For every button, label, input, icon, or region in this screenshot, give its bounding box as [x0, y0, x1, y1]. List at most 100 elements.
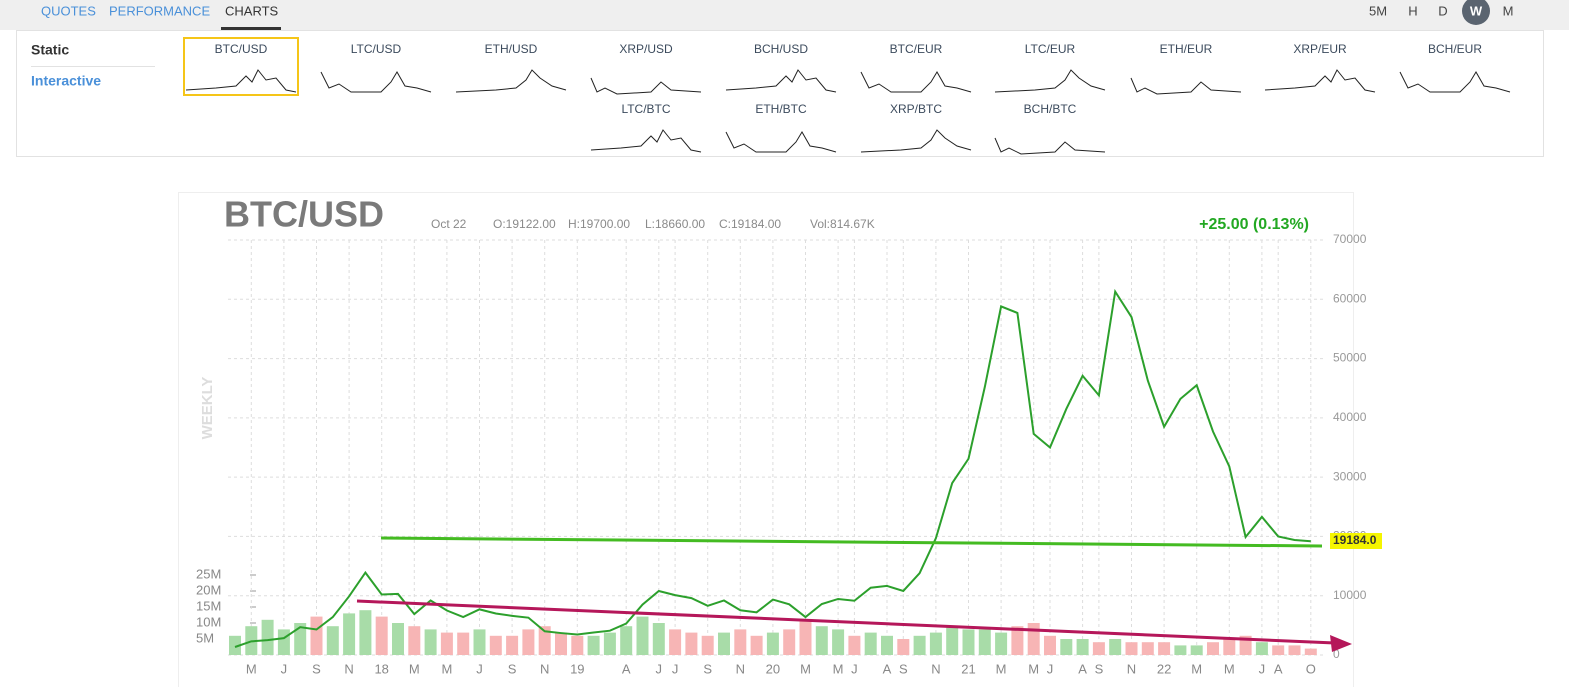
thumb-label[interactable]: ETH/EUR [1160, 42, 1213, 56]
volume-bar [457, 632, 470, 655]
info-high: H:19700.00 [568, 217, 630, 231]
x-tick-label: J [1047, 661, 1054, 676]
volume-bar [1304, 648, 1317, 655]
y2-tick-label: 10M [196, 614, 221, 629]
tab-active[interactable]: CHARTS [225, 3, 279, 18]
y-tick-label: 0 [1333, 647, 1340, 661]
volume-bar [913, 635, 926, 655]
sparkline [860, 129, 972, 153]
y-tick-label: 60000 [1333, 291, 1367, 305]
chart-title: BTC/USD [224, 194, 384, 235]
y-tick-label: 70000 [1333, 232, 1367, 246]
thumb-label[interactable]: BCH/USD [754, 42, 808, 56]
volume-bar [506, 635, 519, 655]
x-tick-label: S [312, 661, 321, 676]
x-tick-label: A [1078, 661, 1087, 676]
x-tick-label: 21 [961, 661, 975, 676]
y2-tick-label: 15M [196, 598, 221, 613]
sparkline [1399, 71, 1511, 93]
volume-bar [359, 610, 372, 655]
volume-bar [815, 626, 828, 655]
sidebar-item[interactable]: Interactive [31, 73, 101, 89]
thumb-label[interactable]: ETH/USD [485, 42, 538, 56]
volume-bar [881, 635, 893, 655]
timeframe[interactable]: H [1408, 3, 1417, 18]
volume-bar [652, 623, 665, 655]
volume-bar [229, 635, 241, 655]
x-tick-label: S [703, 661, 712, 676]
volume-bar [587, 635, 600, 655]
volume-bar [522, 629, 535, 655]
volume-bar [636, 616, 649, 655]
volume-bar [571, 635, 584, 655]
period-label: WEEKLY [199, 377, 216, 440]
volume-bar [734, 629, 747, 655]
volume-bar [1141, 642, 1154, 655]
info-low: L:18660.00 [645, 217, 705, 231]
last-price-bg [1330, 533, 1382, 549]
sidebar-item[interactable]: Static [31, 42, 69, 58]
volume-bar [1190, 645, 1203, 655]
volume-bar [750, 635, 763, 655]
volume-bar [799, 619, 812, 655]
x-tick-label: A [622, 661, 631, 676]
chart-frame [178, 192, 1354, 692]
x-tick-label: M [800, 661, 811, 676]
tab[interactable]: QUOTES [41, 3, 96, 18]
tab[interactable]: PERFORMANCE [109, 3, 210, 18]
sparkline [590, 77, 702, 95]
x-tick-label: M [246, 661, 257, 676]
x-tick-label: N [736, 661, 745, 676]
volume-bar [978, 629, 991, 655]
sparkline [860, 71, 972, 93]
thumb-label[interactable]: BCH/BTC [1024, 102, 1077, 116]
volume-bar [1011, 626, 1024, 655]
volume-bar [392, 623, 404, 655]
volume-bar [995, 632, 1008, 655]
x-tick-label: M [1224, 661, 1235, 676]
thumb-label[interactable]: XRP/USD [619, 42, 673, 56]
trend-line [356, 599, 1336, 645]
timeframe[interactable]: M [1503, 3, 1514, 18]
volume-bar [310, 616, 323, 655]
thumb-label[interactable]: XRP/BTC [890, 102, 942, 116]
change: +25.00 (0.13%) [1199, 216, 1309, 233]
sparkline [185, 69, 297, 93]
panel [16, 30, 1544, 157]
volume-bar [1092, 642, 1105, 655]
volume-bar [1288, 645, 1301, 655]
x-tick-label: O [1306, 661, 1316, 676]
x-tick-label: N [540, 661, 549, 676]
thumb-label[interactable]: BCH/EUR [1428, 42, 1482, 56]
volume-bar [555, 632, 567, 655]
thumb-label[interactable]: LTC/EUR [1025, 42, 1076, 56]
volume-bar [848, 635, 861, 655]
sparkline [455, 69, 567, 93]
volume-bar [277, 629, 290, 655]
volume-bar [326, 626, 339, 655]
x-tick-label: M [996, 661, 1007, 676]
volume-bar [1027, 623, 1040, 655]
thumb-label[interactable]: XRP/EUR [1293, 42, 1347, 56]
thumb-label[interactable]: LTC/USD [351, 42, 402, 56]
timeframe-active[interactable]: W [1470, 3, 1483, 18]
thumb-label[interactable]: BTC/USD [215, 42, 268, 56]
timeframe[interactable]: 5M [1369, 3, 1387, 18]
timeframe[interactable]: D [1438, 3, 1447, 18]
x-tick-label: S [899, 661, 908, 676]
thumb-label[interactable]: BTC/EUR [890, 42, 943, 56]
y-tick-label: 50000 [1333, 351, 1367, 365]
tab-underline [221, 27, 281, 30]
volume-bar [1255, 642, 1268, 655]
volume-bar [1207, 642, 1219, 655]
volume-bar [718, 632, 730, 655]
thumb-label[interactable]: ETH/BTC [755, 102, 807, 116]
thumb-label[interactable]: LTC/BTC [621, 102, 670, 116]
volume-bar [897, 639, 910, 655]
sparkline [994, 69, 1106, 93]
price-line [234, 288, 1311, 648]
x-tick-label: A [1274, 661, 1283, 676]
volume-bar [261, 619, 274, 655]
volume-bar [1060, 639, 1073, 655]
info-open: O:19122.00 [493, 217, 556, 231]
